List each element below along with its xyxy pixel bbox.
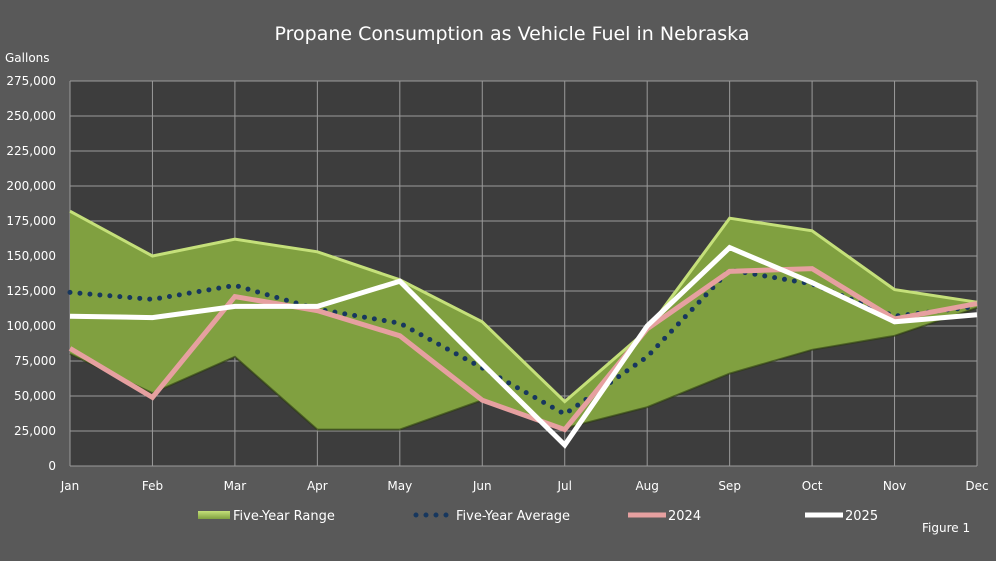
- y-tick-label: 200,000: [6, 179, 56, 193]
- x-tick-label: Feb: [142, 479, 163, 493]
- x-tick-label: Apr: [307, 479, 328, 493]
- x-tick-label: Jul: [556, 479, 571, 493]
- y-tick-label: 100,000: [6, 319, 56, 333]
- series-line-five-year-average: [67, 267, 980, 418]
- legend-label: 2025: [845, 509, 878, 524]
- chart-title: Propane Consumption as Vehicle Fuel in N…: [275, 23, 750, 45]
- x-tick-label: Jun: [472, 479, 492, 493]
- y-tick-label: 225,000: [6, 144, 56, 158]
- range-upper-edge: [69, 209, 978, 404]
- y-tick-label: 0: [48, 459, 56, 473]
- legend-label: 2024: [668, 509, 701, 524]
- figure-label: Figure 1: [922, 521, 970, 535]
- x-tick-label: Jan: [60, 479, 80, 493]
- range-area: [70, 211, 977, 430]
- legend-label: Five-Year Range: [233, 509, 335, 524]
- x-tick-label: Dec: [965, 479, 988, 493]
- x-tick-label: Aug: [635, 479, 658, 493]
- series-line-2025: [69, 244, 978, 449]
- y-axis-label: Gallons: [5, 51, 50, 65]
- y-tick-label: 250,000: [6, 109, 56, 123]
- x-tick-label: Nov: [883, 479, 906, 493]
- x-tick-label: Oct: [802, 479, 823, 493]
- y-tick-label: 25,000: [14, 424, 56, 438]
- y-tick-label: 150,000: [6, 249, 56, 263]
- legend-label: Five-Year Average: [456, 509, 570, 524]
- y-tick-label: 275,000: [6, 74, 56, 88]
- y-tick-label: 75,000: [14, 354, 56, 368]
- x-tick-label: Sep: [718, 479, 741, 493]
- x-tick-label: May: [387, 479, 412, 493]
- y-tick-label: 175,000: [6, 214, 56, 228]
- series-line-2024: [68, 266, 978, 433]
- legend-swatch: [198, 511, 230, 519]
- y-tick-label: 125,000: [6, 284, 56, 298]
- x-tick-label: Mar: [224, 479, 247, 493]
- y-tick-label: 50,000: [14, 389, 56, 403]
